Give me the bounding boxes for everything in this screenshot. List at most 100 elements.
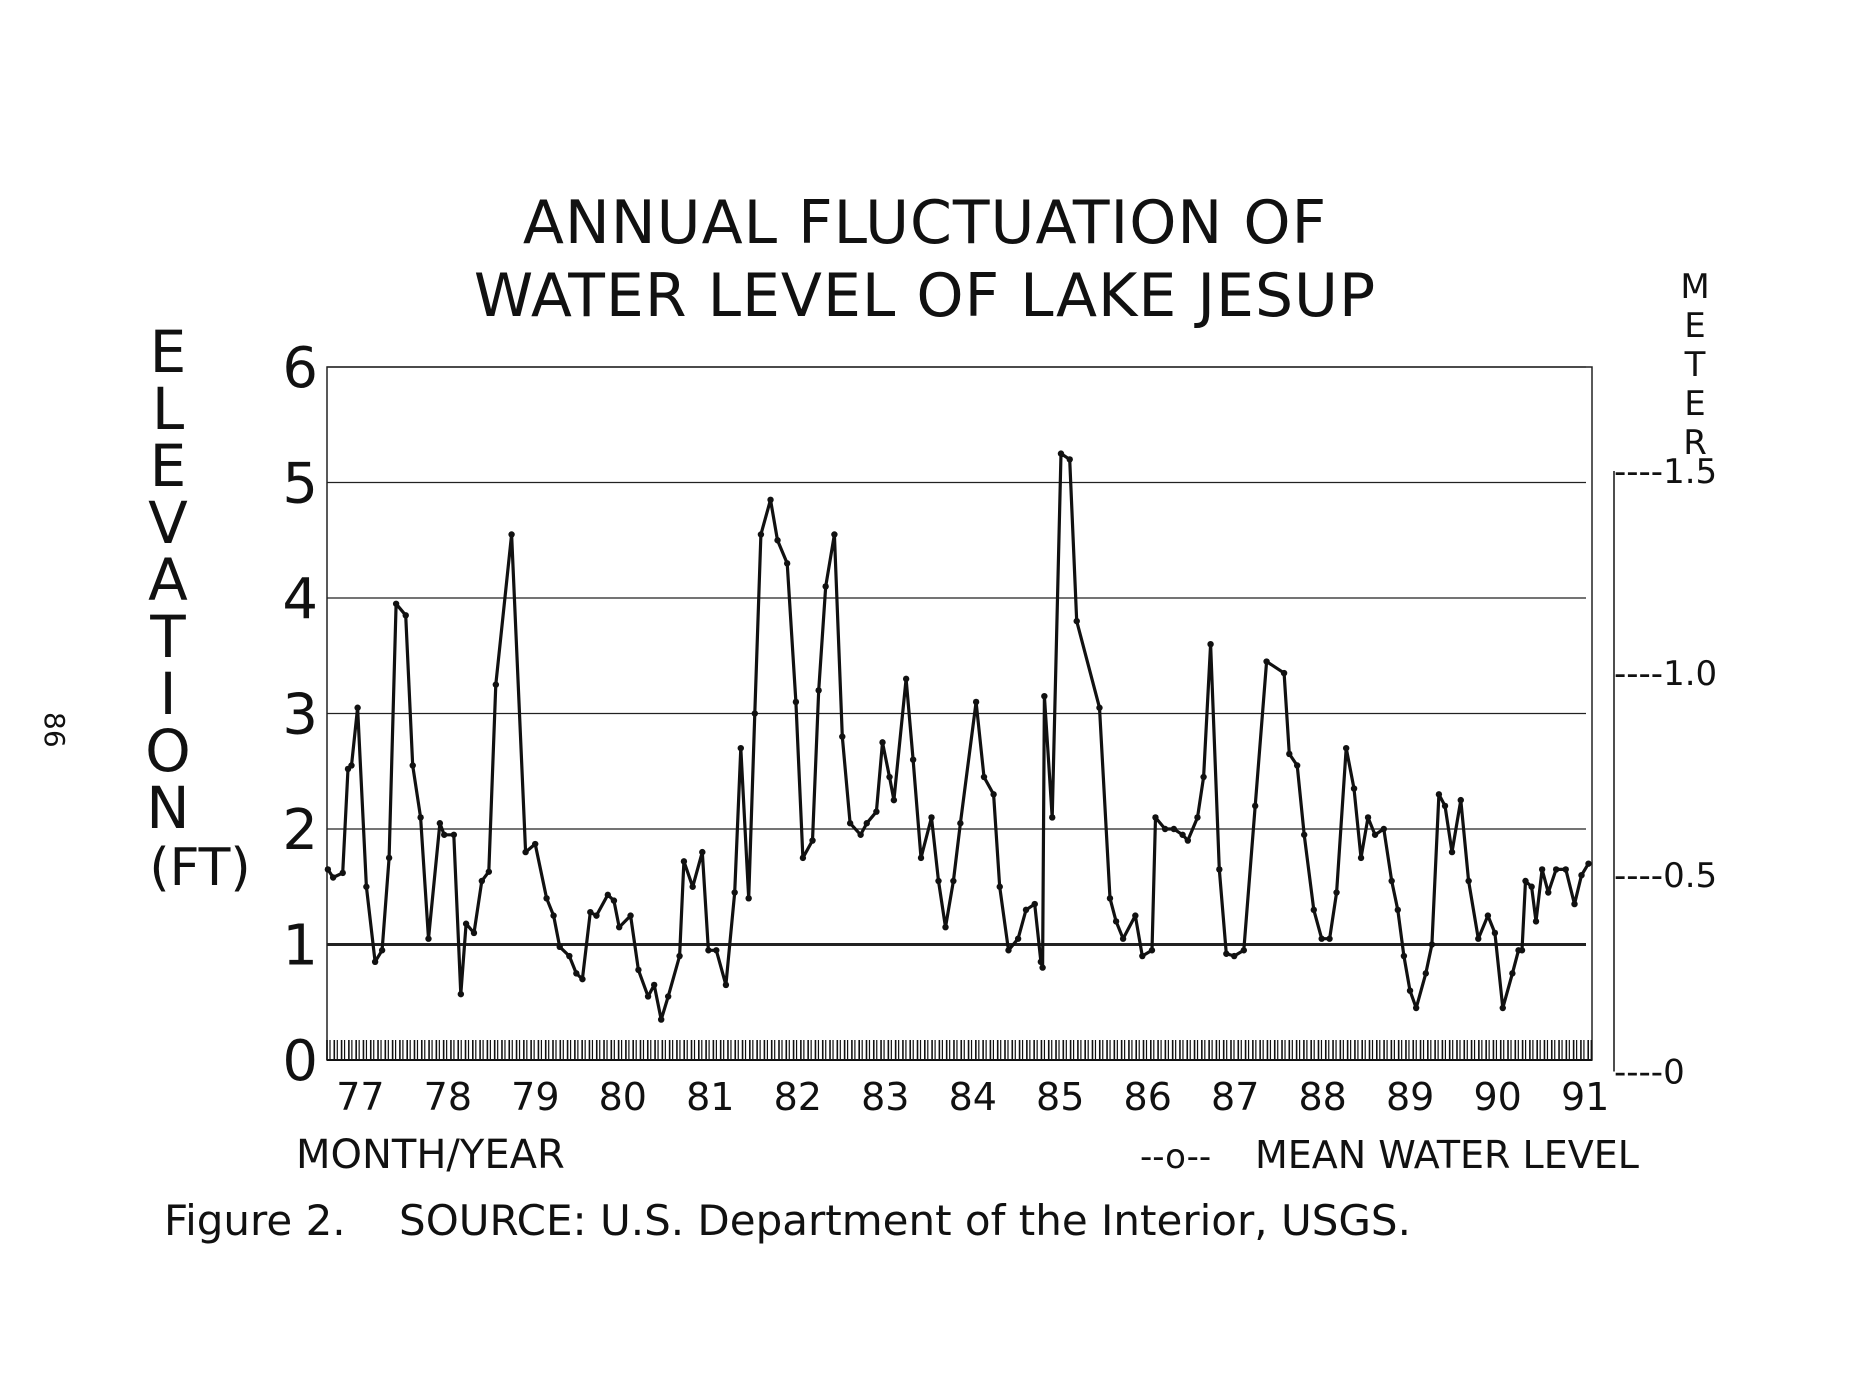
data-point — [409, 762, 416, 769]
data-point — [573, 970, 580, 977]
data-point — [532, 840, 539, 848]
data-point — [1240, 947, 1248, 954]
x-tick-label: 83 — [861, 1075, 909, 1119]
chart-title-line-2: WATER LEVEL OF LAKE JESUP — [474, 261, 1376, 331]
data-point — [1200, 773, 1207, 781]
data-point — [587, 908, 594, 916]
data-point — [1350, 785, 1358, 792]
x-tick-label: 89 — [1386, 1075, 1434, 1119]
y-axis-label-letter: I — [159, 660, 176, 728]
data-point — [1491, 929, 1499, 937]
data-point — [593, 912, 600, 919]
data-point — [627, 912, 634, 919]
data-point — [1096, 704, 1103, 711]
data-point — [378, 947, 386, 954]
data-point — [731, 889, 738, 896]
data-point — [1057, 450, 1065, 457]
data-point — [676, 952, 683, 960]
y2-axis-label-letter: E — [1684, 384, 1705, 424]
data-point — [990, 791, 997, 798]
data-point — [1207, 641, 1214, 648]
x-tick-label: 79 — [511, 1075, 559, 1119]
data-point — [1112, 918, 1120, 925]
data-point — [1371, 831, 1379, 838]
x-tick-label: 81 — [686, 1075, 734, 1119]
data-point — [657, 1016, 665, 1023]
data-point — [385, 854, 393, 862]
data-point — [339, 869, 346, 877]
data-point — [392, 600, 400, 607]
data-point — [1132, 912, 1139, 919]
x-tick-label: 90 — [1473, 1075, 1521, 1119]
data-point — [1184, 837, 1192, 844]
y-axis-label-letter: V — [148, 489, 188, 557]
data-point — [1286, 750, 1293, 758]
data-point — [751, 710, 758, 717]
y-axis-label-letter: (FT) — [149, 838, 250, 898]
data-point — [1005, 947, 1012, 954]
data-point — [1230, 952, 1238, 960]
month-tick-band — [326, 1040, 1592, 1061]
data-point — [996, 883, 1003, 890]
y2-axis-label-letter: E — [1684, 306, 1705, 346]
data-point — [1457, 796, 1464, 804]
y-axis-label-letter: L — [152, 375, 184, 443]
data-point — [822, 583, 829, 590]
y-tick-labels: 0 1 2 3 4 5 6 — [282, 336, 318, 1094]
data-point — [650, 981, 658, 989]
data-point — [767, 496, 774, 504]
data-point — [1152, 814, 1159, 821]
y-tick-label: 2 — [282, 798, 318, 863]
y-axis-label-letter: E — [150, 318, 187, 386]
data-point — [809, 837, 816, 844]
data-point — [1293, 762, 1301, 769]
x-tick-label: 85 — [1036, 1075, 1084, 1119]
data-point — [1538, 866, 1546, 873]
x-tick-label: 84 — [949, 1075, 997, 1119]
meter-tick-label: ----1.0 — [1614, 654, 1717, 694]
data-point — [1465, 877, 1472, 885]
data-point — [324, 866, 332, 873]
data-point — [508, 531, 515, 538]
data-point — [909, 756, 917, 763]
data-point — [917, 854, 925, 862]
data-point — [1364, 814, 1372, 821]
data-point — [799, 854, 807, 862]
data-point — [492, 681, 500, 688]
data-point — [689, 883, 696, 890]
data-point — [1394, 906, 1401, 914]
data-point — [1342, 744, 1350, 752]
data-point — [1280, 669, 1288, 677]
data-point — [1031, 900, 1038, 908]
meter-axis: ----0 ----0.5 ----1.0 ----1.5 — [1613, 452, 1717, 1093]
data-point — [757, 531, 765, 538]
data-point — [1194, 814, 1201, 821]
data-point — [1562, 866, 1569, 873]
x-tick-label: 80 — [599, 1075, 647, 1119]
data-point — [1300, 831, 1308, 838]
data-point — [1148, 947, 1156, 954]
data-point — [1139, 952, 1146, 960]
data-point — [1310, 906, 1318, 914]
data-point — [1441, 802, 1449, 810]
y2-axis-label-letter: T — [1684, 345, 1706, 385]
data-point — [478, 877, 486, 885]
data-point — [354, 704, 361, 711]
data-point — [680, 858, 688, 865]
data-point — [450, 831, 458, 838]
data-point — [886, 773, 893, 781]
data-point — [1448, 848, 1456, 856]
data-point — [1475, 935, 1482, 942]
data-point — [957, 820, 964, 827]
data-point — [1380, 825, 1387, 833]
data-point — [1216, 866, 1223, 873]
data-point — [792, 698, 800, 706]
x-tick-label: 77 — [336, 1075, 384, 1119]
data-point — [371, 958, 379, 966]
data-point — [831, 531, 838, 538]
data-point — [1522, 877, 1529, 885]
data-point — [1435, 791, 1443, 798]
series-mean-water-level — [324, 450, 1592, 1023]
data-point — [1170, 825, 1178, 833]
